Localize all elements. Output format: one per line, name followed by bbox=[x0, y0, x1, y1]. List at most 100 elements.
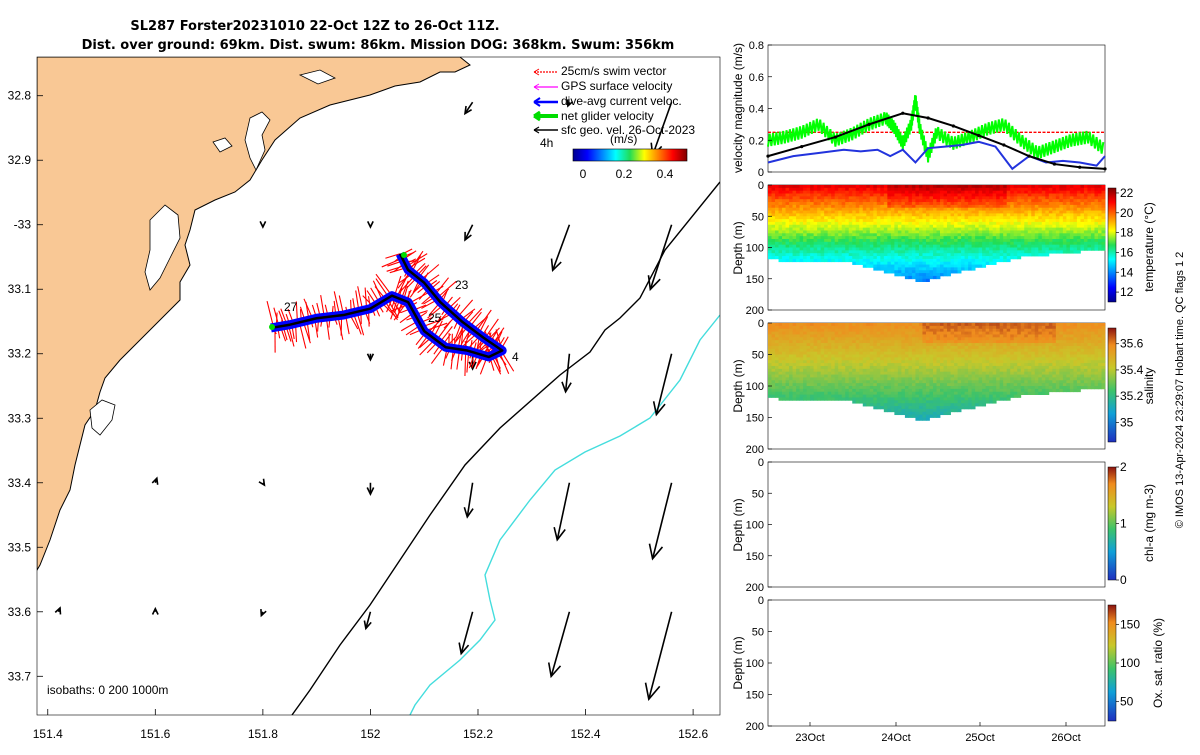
salinity-cell bbox=[870, 323, 874, 326]
temperature-cell bbox=[842, 230, 846, 233]
temperature-cell bbox=[845, 222, 849, 225]
temperature-cell bbox=[1070, 233, 1074, 236]
temperature-cell bbox=[961, 222, 965, 225]
salinity-cell bbox=[968, 349, 972, 352]
temperature-cell bbox=[1031, 205, 1035, 208]
temperature-cell bbox=[849, 216, 853, 219]
temperature-cell bbox=[856, 219, 860, 222]
salinity-cell bbox=[849, 395, 853, 398]
temperature-cell bbox=[944, 222, 948, 225]
salinity-cell bbox=[961, 406, 965, 409]
salinity-cell bbox=[891, 377, 895, 380]
temperature-cell bbox=[1059, 205, 1063, 208]
salinity-cell bbox=[772, 360, 776, 363]
temperature-cell bbox=[803, 216, 807, 219]
salinity-cell bbox=[951, 406, 955, 409]
salinity-cell bbox=[940, 409, 944, 412]
temperature-cell bbox=[982, 196, 986, 199]
temperature-cell bbox=[831, 211, 835, 214]
salinity-cell bbox=[852, 386, 856, 389]
salinity-cell bbox=[828, 349, 832, 352]
temperature-cell bbox=[817, 222, 821, 225]
temperature-cell bbox=[1014, 239, 1018, 242]
temperature-cell bbox=[940, 188, 944, 191]
salinity-cell bbox=[894, 395, 898, 398]
temperature-cell bbox=[919, 222, 923, 225]
salinity-cell bbox=[944, 360, 948, 363]
temperature-cell bbox=[947, 267, 951, 270]
salinity-cell bbox=[859, 340, 863, 343]
salinity-cell bbox=[940, 369, 944, 372]
temperature-cell bbox=[922, 228, 926, 231]
temperature-cell bbox=[993, 211, 997, 214]
temperature-cell bbox=[954, 185, 958, 188]
salinity-cell bbox=[961, 357, 965, 360]
temperature-cell bbox=[884, 191, 888, 194]
salinity-cell bbox=[965, 380, 969, 383]
temperature-cell bbox=[849, 248, 853, 251]
temperature-cell bbox=[898, 239, 902, 242]
salinity-cell bbox=[779, 383, 783, 386]
salinity-cell bbox=[849, 334, 853, 337]
temperature-cell bbox=[852, 230, 856, 233]
temperature-cell bbox=[772, 202, 776, 205]
salinity-cell bbox=[796, 389, 800, 392]
salinity-cell bbox=[922, 397, 926, 400]
salinity-cell bbox=[947, 380, 951, 383]
temperature-cell bbox=[933, 267, 937, 270]
salinity-cell bbox=[919, 397, 923, 400]
temperature-cell bbox=[852, 202, 856, 205]
salinity-cell bbox=[859, 392, 863, 395]
temperature-cell bbox=[1003, 188, 1007, 191]
salinity-cell bbox=[845, 395, 849, 398]
temperature-cell bbox=[968, 222, 972, 225]
temperature-cell bbox=[1028, 211, 1032, 214]
salinity-cell bbox=[859, 355, 863, 358]
temperature-cell bbox=[986, 213, 990, 216]
salinity-cell bbox=[968, 383, 972, 386]
temperature-cell bbox=[894, 265, 898, 268]
temperature-cell bbox=[1094, 222, 1098, 225]
salinity-cell bbox=[873, 377, 877, 380]
temperature-cell bbox=[1042, 245, 1046, 248]
salinity-cell bbox=[958, 383, 962, 386]
salinity-cell bbox=[870, 389, 874, 392]
salinity-cell bbox=[929, 412, 933, 415]
salinity-cell bbox=[915, 340, 919, 343]
salinity-cell bbox=[912, 337, 916, 340]
temperature-cell bbox=[926, 245, 930, 248]
temperature-cell bbox=[786, 188, 790, 191]
salinity-cell bbox=[810, 323, 814, 326]
temperature-cell bbox=[929, 205, 933, 208]
salinity-cell bbox=[831, 363, 835, 366]
temperature-cell bbox=[972, 185, 976, 188]
temperature-cell bbox=[965, 219, 969, 222]
salinity-cell bbox=[828, 357, 832, 360]
salinity-cell bbox=[975, 400, 979, 403]
temperature-cell bbox=[975, 262, 979, 265]
temperature-cell bbox=[1007, 222, 1011, 225]
salinity-cell bbox=[961, 389, 965, 392]
temperature-cell bbox=[1084, 248, 1088, 251]
salinity-cell bbox=[814, 397, 818, 400]
salinity-cell bbox=[800, 360, 804, 363]
temperature-cell bbox=[824, 228, 828, 231]
salinity-cell bbox=[800, 357, 804, 360]
temperature-cell bbox=[915, 191, 919, 194]
velocity-series-point bbox=[926, 116, 929, 119]
temperature-cell bbox=[842, 191, 846, 194]
temperature-cell bbox=[926, 199, 930, 202]
salinity-cell bbox=[958, 375, 962, 378]
salinity-cell bbox=[768, 363, 772, 366]
temperature-cell bbox=[901, 230, 905, 233]
salinity-cell bbox=[986, 395, 990, 398]
salinity-cell bbox=[926, 357, 930, 360]
temperature-cell bbox=[954, 228, 958, 231]
salinity-cell bbox=[779, 329, 783, 332]
temperature-cell bbox=[772, 225, 776, 228]
salinity-cell bbox=[849, 369, 853, 372]
temperature-cell bbox=[926, 242, 930, 245]
temperature-cell bbox=[884, 236, 888, 239]
salinity-cell bbox=[972, 369, 976, 372]
temperature-cell bbox=[891, 208, 895, 211]
